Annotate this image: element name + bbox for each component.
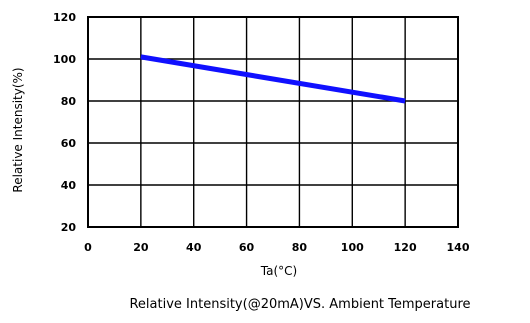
y-axis-title: Relative Intensity(%) [11,67,25,192]
x-tick-label-40: 40 [186,241,202,254]
x-tick-label-100: 100 [341,241,364,254]
x-tick-label-120: 120 [394,241,417,254]
x-tick-label-20: 20 [133,241,149,254]
x-tick-labels: 0 20 40 60 80 100 120 140 [84,241,470,254]
plot-frame [88,17,458,227]
y-tick-labels: 20 40 60 80 100 120 [53,11,76,234]
x-tick-label-80: 80 [292,241,308,254]
x-axis-title: Ta(°C) [260,264,297,278]
x-tick-label-140: 140 [447,241,470,254]
y-tick-label-40: 40 [61,179,77,192]
x-tick-label-0: 0 [84,241,92,254]
y-tick-label-80: 80 [61,95,77,108]
x-tick-label-60: 60 [239,241,255,254]
plot-border [88,17,458,227]
y-tick-label-60: 60 [61,137,77,150]
chart-caption: Relative Intensity(@20mA)VS. Ambient Tem… [129,297,470,312]
y-tick-label-120: 120 [53,11,76,24]
y-tick-label-20: 20 [61,221,77,234]
y-tick-label-100: 100 [53,53,76,66]
series-layer [141,57,405,101]
grid [88,17,458,227]
series-line-0 [141,57,405,101]
